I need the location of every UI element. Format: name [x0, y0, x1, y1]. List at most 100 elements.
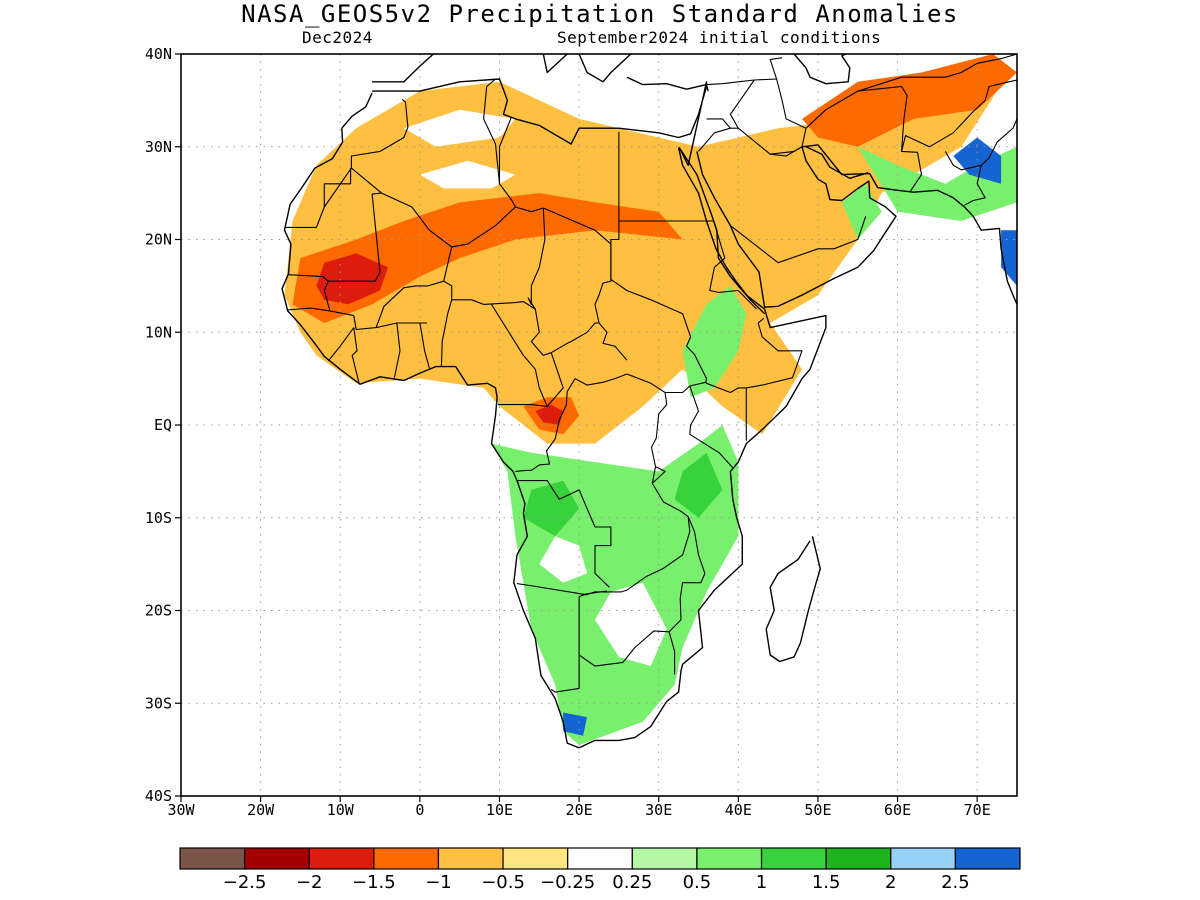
- country-border: [730, 216, 867, 264]
- country-border: [351, 327, 360, 385]
- latitude-tick-label: EQ: [154, 416, 172, 434]
- longitude-tick-label: 50E: [804, 801, 831, 819]
- country-border: [705, 381, 747, 394]
- anomaly-region-wet-strong: [523, 480, 580, 537]
- longitude-tick-label: 20W: [247, 801, 275, 819]
- latitude-tick-label: 20S: [145, 602, 172, 620]
- colorbar-swatch: [890, 847, 956, 870]
- anomaly-region-dry-severe: [316, 253, 388, 305]
- longitude-tick-label: 70E: [964, 801, 991, 819]
- colorbar-label: −1.5: [352, 872, 396, 893]
- latitude-tick-label: 10S: [145, 509, 172, 527]
- latitude-tick-label: 20N: [145, 231, 172, 249]
- colorbar-swatch: [244, 847, 310, 870]
- colorbar-swatch: [631, 847, 698, 870]
- anomaly-layer: [284, 54, 1017, 745]
- anomaly-region-wet-extreme: [953, 137, 1002, 184]
- anomaly-region-near-normal: [403, 109, 516, 147]
- country-border: [769, 57, 783, 80]
- colorbar-swatch: [179, 847, 246, 870]
- anomaly-region-near-normal: [539, 536, 588, 583]
- country-border: [594, 244, 628, 361]
- anomaly-region-wet-extreme: [563, 712, 588, 736]
- colorbar-swatch: [502, 847, 569, 870]
- coastline-red-sea-west: [677, 147, 766, 315]
- country-border: [578, 630, 676, 675]
- country-border: [689, 385, 734, 469]
- anomaly-region-dry-severe: [535, 404, 564, 425]
- longitude-tick-label: 40E: [725, 801, 752, 819]
- coastline-madagascar: [765, 536, 821, 663]
- country-border: [706, 118, 731, 129]
- country-border: [515, 244, 708, 472]
- colorbar-label: 0.5: [683, 872, 712, 893]
- colorbar-swatch: [437, 847, 504, 870]
- country-border: [857, 54, 1017, 92]
- anomaly-region-wet-moderate: [682, 285, 747, 398]
- country-border: [698, 127, 803, 157]
- coastline-arabia: [696, 144, 1017, 308]
- forecast-month-label: Dec2024: [302, 28, 373, 47]
- latitude-tick-label: 30N: [145, 138, 172, 156]
- longitude-tick-label: 30E: [645, 801, 672, 819]
- country-border: [491, 304, 548, 407]
- country-border: [286, 307, 330, 312]
- country-border: [550, 590, 608, 693]
- country-border: [351, 167, 544, 248]
- country-border: [651, 466, 666, 484]
- longitude-tick-label: 10W: [327, 801, 355, 819]
- colorbar-label: −0.5: [481, 872, 525, 893]
- anomaly-region-near-normal: [419, 160, 516, 189]
- colorbar-label: −2: [296, 872, 323, 893]
- country-border: [440, 299, 536, 367]
- country-border: [323, 167, 352, 208]
- country-border: [527, 207, 599, 356]
- colorbar-label: 1: [756, 872, 767, 893]
- country-border: [706, 78, 807, 155]
- latitude-tick-label: 40S: [145, 787, 172, 805]
- latitude-tick-label: 30S: [145, 694, 172, 712]
- colorbar-swatch: [567, 847, 633, 870]
- longitude-tick-label: 30W: [167, 801, 195, 819]
- colorbar-swatch: [696, 847, 763, 870]
- anomaly-region-dry-moderate: [284, 63, 1009, 444]
- boundary-layer: [281, 54, 1017, 749]
- colorbar-swatch: [373, 847, 440, 870]
- country-border: [393, 322, 401, 378]
- longitude-tick-label: 10E: [486, 801, 513, 819]
- colorbar-label: 0.25: [612, 872, 652, 893]
- anomaly-region-wet-moderate: [841, 183, 882, 240]
- country-border: [328, 271, 381, 282]
- chart-title: NASA_GEOS5v2 Precipitation Standard Anom…: [241, 0, 959, 28]
- country-border: [745, 317, 803, 441]
- country-border: [805, 85, 923, 192]
- country-border: [375, 322, 427, 329]
- country-border: [419, 322, 430, 369]
- colorbar-label: −2.5: [223, 872, 267, 893]
- country-border: [944, 118, 1017, 171]
- anomaly-region-dry-strong: [802, 54, 1017, 147]
- country-border: [350, 98, 409, 169]
- colorbar-label: −1: [425, 872, 452, 893]
- coastline-caspian: [793, 54, 851, 85]
- colorbar-swatch: [825, 847, 892, 870]
- coastline-persian-gulf-east: [805, 146, 869, 180]
- colorbar-swatch: [308, 847, 375, 870]
- country-border: [650, 392, 706, 633]
- colorbar-swatch: [760, 847, 827, 870]
- anomaly-region-wet-strong: [674, 452, 723, 518]
- colorbar-label: 2: [885, 872, 896, 893]
- country-border: [323, 168, 352, 207]
- country-border: [371, 192, 382, 273]
- country-border: [729, 79, 755, 129]
- country-border: [964, 165, 986, 206]
- anomaly-region-wet-extreme: [1001, 230, 1017, 286]
- longitude-tick-label: 60E: [884, 801, 911, 819]
- country-border: [327, 327, 355, 362]
- longitude-tick-label: 20E: [566, 801, 593, 819]
- initial-conditions-label: September2024 initial conditions: [557, 28, 882, 47]
- longitude-tick-label: 0: [415, 801, 424, 819]
- country-border: [497, 352, 564, 407]
